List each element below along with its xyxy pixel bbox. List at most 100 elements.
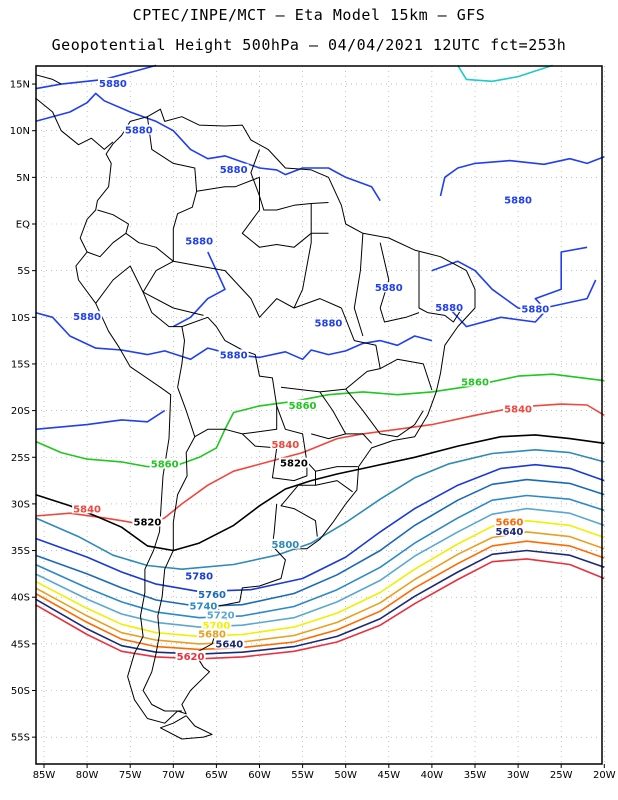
lon-tick-label: 20W bbox=[593, 770, 616, 781]
contour-5880 bbox=[35, 92, 381, 202]
coastline-segment bbox=[345, 388, 424, 438]
contour-label: 5880 bbox=[521, 305, 549, 316]
lat-tick-label: 20S bbox=[11, 406, 30, 417]
contour-5880 bbox=[431, 260, 545, 328]
contour-5840 bbox=[35, 403, 605, 527]
contour-label: 5840 bbox=[271, 440, 299, 451]
contour-label: 5860 bbox=[151, 460, 179, 471]
contour-label-bg bbox=[184, 570, 215, 581]
contour-label: 5800 bbox=[271, 540, 299, 551]
contour-5800 bbox=[35, 449, 605, 570]
contour-label: 5840 bbox=[504, 405, 532, 416]
contour-label-bg bbox=[503, 403, 534, 414]
contour-label-bg bbox=[287, 399, 318, 410]
lon-tick-label: 65W bbox=[205, 770, 228, 781]
lon-tick-label: 25W bbox=[550, 770, 573, 781]
lon-tick-label: 50W bbox=[334, 770, 357, 781]
height-contours bbox=[35, 64, 605, 660]
contour-label-bg bbox=[278, 457, 309, 468]
lat-tick-label: 50S bbox=[11, 686, 30, 697]
lat-tick-label: 10S bbox=[11, 313, 30, 324]
coastline-segment bbox=[379, 242, 420, 323]
coastline-segment bbox=[95, 265, 144, 304]
contour-label: 5880 bbox=[99, 79, 127, 90]
contour-label: 5860 bbox=[461, 377, 489, 388]
coastlines-and-borders bbox=[35, 74, 476, 740]
contour-label: 5880 bbox=[375, 283, 403, 294]
contour-5780 bbox=[35, 463, 605, 593]
lon-tick-label: 30W bbox=[507, 770, 530, 781]
coastline-segment bbox=[315, 466, 358, 472]
contour-label: 5880 bbox=[315, 319, 343, 330]
contour-label: 5860 bbox=[289, 401, 317, 412]
lat-tick-label: 15S bbox=[11, 359, 30, 370]
lon-tick-label: 75W bbox=[119, 770, 142, 781]
lat-tick-label: 55S bbox=[11, 733, 30, 744]
contour-label: 5760 bbox=[198, 590, 226, 601]
contour-label-bg bbox=[123, 124, 154, 135]
coastline-segment bbox=[142, 436, 196, 712]
coastline-segment bbox=[241, 405, 308, 482]
lat-tick-label: 35S bbox=[11, 546, 30, 557]
contour-label-bg bbox=[218, 349, 249, 360]
contour-label: 5820 bbox=[134, 517, 162, 528]
coastline-segment bbox=[177, 316, 278, 438]
contour-label-bg bbox=[184, 235, 215, 246]
contour-label-bg bbox=[72, 311, 103, 322]
coastline-segment bbox=[280, 461, 318, 537]
lon-tick-label: 45W bbox=[377, 770, 400, 781]
coastline-segment bbox=[280, 307, 381, 393]
contour-teal bbox=[457, 64, 553, 83]
contour-label-bg bbox=[503, 194, 534, 205]
lon-tick-label: 85W bbox=[33, 770, 56, 781]
coastline-segment bbox=[418, 252, 463, 323]
contour-label-bg bbox=[214, 638, 245, 649]
contour-label: 5880 bbox=[185, 237, 213, 248]
contour-label: 5880 bbox=[125, 126, 153, 137]
contour-label-bg bbox=[97, 77, 128, 88]
lon-tick-label: 55W bbox=[291, 770, 314, 781]
coastline-segment bbox=[250, 149, 329, 211]
contour-label-bg bbox=[175, 650, 206, 661]
contour-label: 5880 bbox=[435, 303, 463, 314]
coastline-segment bbox=[379, 358, 433, 391]
lat-tick-label: 15N bbox=[10, 80, 30, 91]
coastline-segment bbox=[311, 433, 346, 440]
contour-label: 5640 bbox=[496, 527, 524, 538]
lat-tick-label: EQ bbox=[16, 220, 30, 231]
lat-tick-label: 40S bbox=[11, 593, 30, 604]
contour-label-bg bbox=[494, 516, 525, 527]
contour-label-bg bbox=[373, 282, 404, 293]
contour-label: 5820 bbox=[280, 459, 308, 470]
contour-5620 bbox=[35, 558, 605, 660]
lon-tick-label: 70W bbox=[162, 770, 185, 781]
contour-5820 bbox=[35, 434, 605, 552]
coastline-segment bbox=[86, 209, 129, 258]
contour-label: 5780 bbox=[185, 572, 213, 583]
lat-tick-label: 25S bbox=[11, 453, 30, 464]
lat-tick-label: 45S bbox=[11, 639, 30, 650]
contour-label: 5660 bbox=[496, 517, 524, 528]
contour-label-bg bbox=[218, 163, 249, 174]
map-title-line-1: CPTEC/INPE/MCT – Eta Model 15km – GFS bbox=[132, 6, 486, 24]
contour-label-bg bbox=[494, 525, 525, 536]
contour-label-bg bbox=[132, 516, 163, 527]
contour-label-bg bbox=[197, 589, 228, 600]
map-frame bbox=[35, 65, 603, 765]
contour-label-bg bbox=[197, 628, 228, 639]
contour-labels: 5880 5880 5880 5880 5880 5880 5880 5880 5880 5880… bbox=[72, 77, 551, 663]
contour-label-bg bbox=[188, 600, 219, 611]
coastline-segment bbox=[173, 260, 342, 318]
lon-tick-label: 40W bbox=[421, 770, 444, 781]
contour-5880 bbox=[172, 251, 226, 328]
contour-label: 5880 bbox=[504, 196, 532, 207]
coastline-segment bbox=[241, 177, 329, 248]
contour-label-bg bbox=[72, 503, 103, 514]
coastline-segment bbox=[319, 391, 372, 444]
contour-label-bg bbox=[313, 317, 344, 328]
contour-label-bg bbox=[520, 303, 551, 314]
lat-tick-label: 10N bbox=[10, 126, 30, 137]
contour-5720 bbox=[35, 507, 605, 628]
map-title-line-2: Geopotential Height 500hPa – 04/04/2021 … bbox=[51, 36, 567, 54]
